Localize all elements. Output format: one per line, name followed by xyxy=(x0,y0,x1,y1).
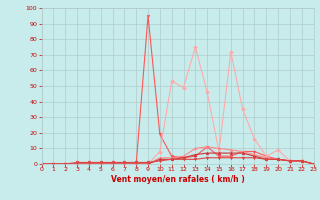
X-axis label: Vent moyen/en rafales ( km/h ): Vent moyen/en rafales ( km/h ) xyxy=(111,175,244,184)
